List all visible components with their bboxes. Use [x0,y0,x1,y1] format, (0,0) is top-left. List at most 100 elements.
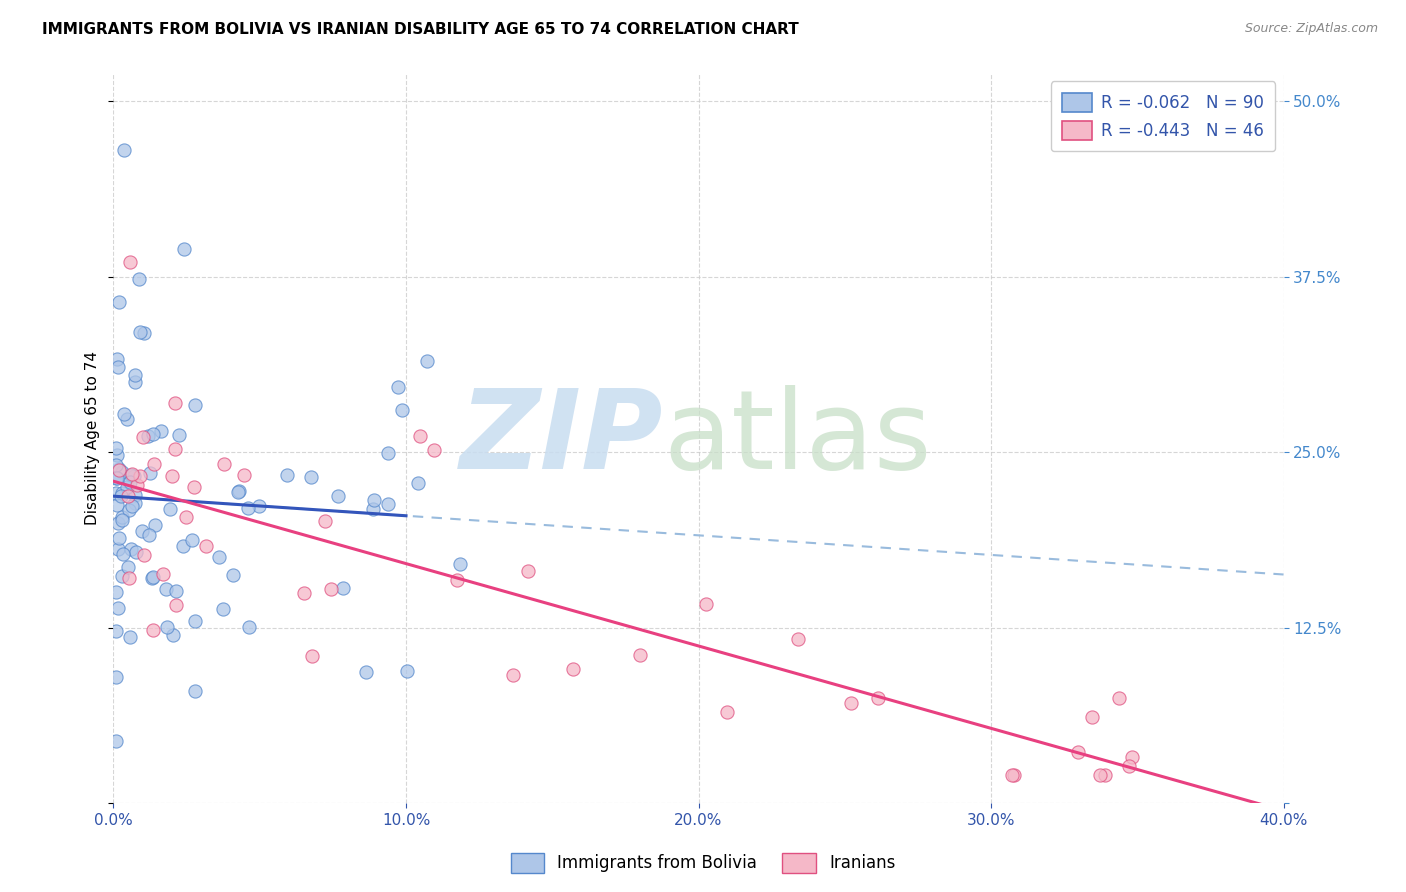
Point [105,624,128,638]
Point [121,500,143,514]
Point [377,497,399,511]
Point [628,648,651,662]
Point [120,541,142,556]
Point [247,499,270,513]
Point [138,527,160,541]
Point [165,396,187,410]
Point [105,670,128,684]
Point [156,620,179,634]
Point [105,471,128,485]
Point [163,442,186,456]
Point [326,489,349,503]
Point [172,540,194,554]
Point [134,548,156,562]
Point [132,430,155,444]
Point [115,412,138,426]
Point [167,428,190,442]
Point [111,547,134,561]
Point [211,601,233,615]
Point [105,486,128,500]
Point [1118,759,1140,773]
Point [363,492,385,507]
Point [142,569,165,583]
Point [208,550,231,565]
Point [110,486,132,500]
Point [143,457,166,471]
Point [107,359,129,374]
Point [124,375,146,389]
Point [138,429,160,443]
Point [155,582,177,597]
Point [292,586,315,600]
Point [319,582,342,597]
Point [517,564,540,578]
Point [561,662,583,676]
Point [131,524,153,539]
Point [107,531,129,545]
Point [114,143,136,157]
Point [107,498,129,512]
Point [695,597,717,611]
Point [124,368,146,383]
Point [183,480,205,494]
Point [222,567,245,582]
Point [165,598,187,612]
Point [408,475,430,490]
Point [1090,768,1112,782]
Point [387,380,409,394]
Point [332,582,354,596]
Point [149,424,172,438]
Point [124,496,146,510]
Point [105,733,128,747]
Point [107,516,129,530]
Point [108,463,131,477]
Point [142,426,165,441]
Point [117,559,139,574]
Point [363,502,385,516]
Point [446,574,468,588]
Point [152,566,174,581]
Point [226,485,249,500]
Point [184,398,207,412]
Point [134,326,156,340]
Point [128,272,150,286]
Point [120,468,142,483]
Point [165,584,187,599]
Point [107,542,129,557]
Legend: Immigrants from Bolivia, Iranians: Immigrants from Bolivia, Iranians [503,847,903,880]
Text: IMMIGRANTS FROM BOLIVIA VS IRANIAN DISABILITY AGE 65 TO 74 CORRELATION CHART: IMMIGRANTS FROM BOLIVIA VS IRANIAN DISAB… [42,22,799,37]
Point [110,465,132,479]
Point [314,514,336,528]
Point [142,623,165,637]
Point [395,664,418,678]
Y-axis label: Disability Age 65 to 74: Disability Age 65 to 74 [86,351,100,525]
Point [107,601,129,615]
Point [212,457,235,471]
Point [118,255,141,269]
Point [716,705,738,719]
Point [184,683,207,698]
Point [408,429,430,443]
Legend: R = -0.062   N = 90, R = -0.443   N = 46: R = -0.062 N = 90, R = -0.443 N = 46 [1050,81,1275,152]
Point [107,294,129,309]
Point [354,665,377,680]
Point [160,468,183,483]
Point [110,490,132,504]
Text: ZIP: ZIP [460,384,664,491]
Text: Source: ZipAtlas.com: Source: ZipAtlas.com [1244,22,1378,36]
Point [787,632,810,646]
Point [181,533,204,548]
Point [391,402,413,417]
Point [449,557,471,571]
Point [415,354,437,368]
Point [236,500,259,515]
Point [107,351,129,366]
Text: atlas: atlas [664,384,932,491]
Point [839,696,862,710]
Point [1121,749,1143,764]
Point [118,475,141,489]
Point [299,470,322,484]
Point [1081,710,1104,724]
Point [117,488,139,502]
Point [111,509,134,524]
